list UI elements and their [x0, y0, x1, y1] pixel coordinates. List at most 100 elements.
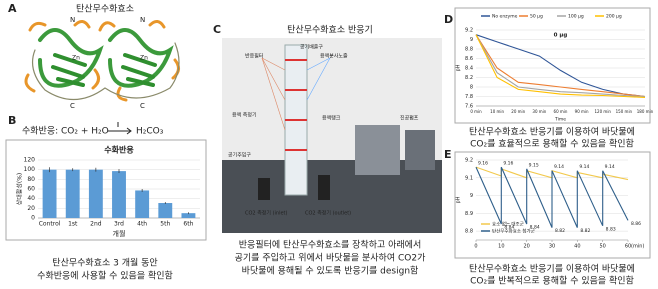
- x-tick-label: 0 min: [470, 109, 482, 114]
- data-label: 9.16: [503, 161, 513, 167]
- arrow-head: [126, 127, 132, 135]
- data-label: 8.86: [631, 221, 641, 227]
- x-tick-label: 30: [549, 244, 555, 250]
- y-tick-label: 8.2: [465, 75, 473, 81]
- series-line: [475, 34, 646, 98]
- equation: 수화반응: CO₂ + H₂O: [22, 126, 109, 137]
- bar: [158, 203, 173, 218]
- caption: 탄산무수화효소 반응기를 이용하여 바닷물에: [469, 126, 635, 138]
- y-tick-label: 9: [470, 37, 473, 43]
- x-axis-label: Time: [554, 117, 566, 123]
- caption: CO₂를 반복적으로 용해할 수 있음을 확인함: [470, 275, 634, 287]
- legend-label: 효소 없는 대조군: [492, 221, 524, 228]
- chart-title: 수화반응: [104, 145, 134, 155]
- series-line: [475, 34, 646, 98]
- x-tick-label: Control: [39, 221, 61, 228]
- y-tick-label: 7.6: [465, 104, 473, 110]
- annotation: N: [140, 16, 145, 24]
- y-tick-label: 9.2: [465, 28, 473, 34]
- caption: 탄산무수화효소 3 개월 동안: [52, 257, 157, 269]
- x-tick-label: 6th: [183, 221, 193, 228]
- annotation: Zn: [140, 55, 148, 62]
- panel-label: D: [444, 13, 453, 26]
- x-tick-label: 60 min: [554, 109, 568, 114]
- x-tick-label: 20: [523, 244, 529, 250]
- caption: 바닷물에 용해될 수 있도록 반응기를 design함: [242, 265, 419, 277]
- x-tick-label: 180 min: [637, 109, 654, 114]
- chart-title: 0 μg: [554, 33, 568, 39]
- x-tick-label: 40: [574, 244, 580, 250]
- series-line: [475, 166, 629, 228]
- y-tick-label: 100: [24, 166, 36, 173]
- x-tick-label: 30 min: [532, 109, 546, 114]
- panel-label: A: [8, 2, 17, 15]
- caption: 탄산무수화효소 반응기를 이용하여 바닷물에: [469, 263, 635, 275]
- x-tick-label: 5th: [160, 221, 170, 228]
- y-tick-label: 60: [27, 186, 35, 193]
- data-label: 8.84: [530, 225, 540, 231]
- annotation: C: [140, 102, 145, 110]
- data-label: 9.15: [529, 162, 539, 168]
- legend-label: 200 μg: [606, 14, 622, 20]
- bar: [135, 190, 150, 218]
- data-label: 9.14: [605, 164, 615, 170]
- annotation: 반응필터: [245, 53, 263, 60]
- reactor-photo: [222, 38, 442, 233]
- y-tick-label: 8.8: [465, 229, 473, 235]
- data-label: 9.16: [478, 161, 488, 167]
- caption: CO₂를 효율적으로 용해할 수 있음을 확인함: [470, 138, 634, 150]
- y-tick-label: 8: [470, 85, 473, 91]
- x-tick-label: 150 min: [616, 109, 633, 114]
- y-tick-label: 80: [27, 176, 35, 183]
- x-tick-label: 1st: [68, 221, 78, 228]
- series-line: [475, 34, 646, 98]
- x-tick-label: 2nd: [90, 221, 102, 228]
- equation-product: H₂CO₃: [136, 127, 164, 137]
- y-tick-label: 7.8: [465, 94, 473, 100]
- x-axis-label: 개월: [113, 229, 126, 238]
- y-tick-label: 9.1: [465, 175, 473, 181]
- x-tick-label: 60: [625, 244, 631, 250]
- y-tick-label: 8.4: [465, 66, 473, 72]
- x-tick-label: 3rd: [114, 221, 124, 228]
- annotation: Zn: [72, 55, 80, 62]
- data-label: 9.14: [579, 164, 589, 170]
- annotation: CO2 측정기 (inlet): [245, 210, 288, 217]
- bar: [88, 169, 103, 218]
- panel-label: E: [444, 148, 452, 161]
- y-tick-label: 0: [31, 215, 35, 222]
- bar: [112, 171, 126, 218]
- protein-structure: [24, 20, 180, 102]
- y-axis-label: pH: [456, 196, 462, 203]
- x-tick-label: 120 min: [595, 109, 612, 114]
- x-tick-label: 50: [599, 244, 605, 250]
- y-axis-label: 상대활성(%): [16, 173, 24, 205]
- x-tick-label: 10 min: [490, 109, 504, 114]
- x-axis-label: (min): [631, 244, 644, 250]
- legend-label: 100 μg: [568, 14, 584, 20]
- annotation: CO2 측정기 (outlet): [305, 210, 351, 217]
- bar: [65, 169, 80, 218]
- y-tick-label: 8.6: [465, 56, 473, 62]
- data-label: 8.82: [555, 228, 565, 234]
- y-tick-label: 8.8: [465, 47, 473, 53]
- data-label: 9.14: [554, 164, 564, 170]
- caption: 수화반응에 사용할 수 있음을 확인함: [37, 270, 173, 282]
- panel-label: C: [213, 23, 221, 36]
- legend-label: No enzyme: [492, 14, 518, 20]
- bar: [181, 213, 196, 218]
- legend-label: 50 μg: [530, 14, 543, 20]
- y-axis-label: pH: [456, 64, 462, 71]
- annotation: C: [70, 102, 75, 110]
- y-tick-label: 20: [27, 205, 35, 212]
- y-tick-label: 9: [470, 193, 473, 199]
- x-tick-label: 90 min: [575, 109, 589, 114]
- annotation: 용액 측정기: [232, 112, 257, 119]
- annotation: 공기주입구: [228, 152, 251, 159]
- annotation: 용액분사노즐: [320, 53, 348, 60]
- y-tick-label: 9.2: [465, 158, 473, 164]
- panel-label: B: [8, 114, 16, 127]
- caption: 반응필터에 탄산무수화효소를 장착하고 아래에서: [239, 239, 421, 251]
- annotation: N: [70, 16, 75, 24]
